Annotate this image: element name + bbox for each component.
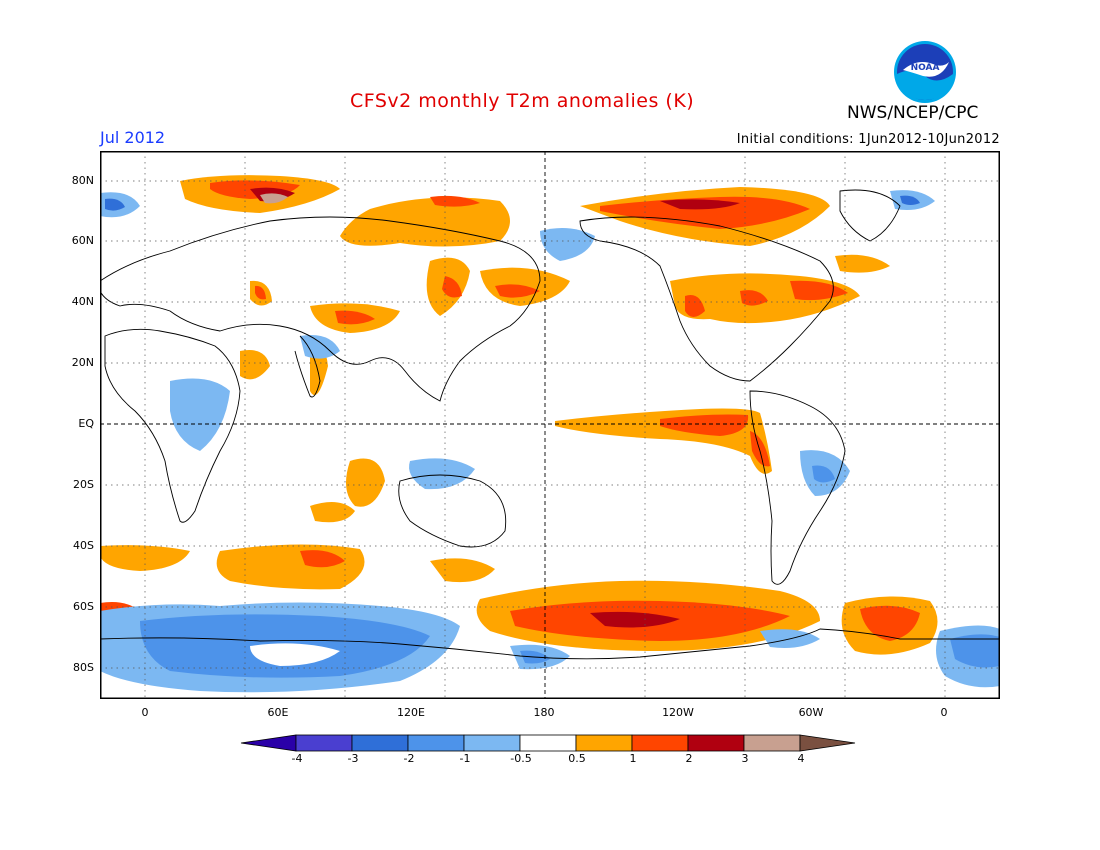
lon-label: 120W <box>662 706 694 719</box>
colorbar-segment <box>743 734 801 752</box>
lat-label: 60N <box>71 234 94 247</box>
colorbar-segment <box>519 734 577 752</box>
map-title: CFSv2 monthly T2m anomalies (K) <box>350 90 695 112</box>
negative-anomaly-areas <box>100 190 1000 693</box>
colorbar-segment <box>463 734 521 752</box>
lat-label: 20N <box>71 356 94 369</box>
lon-label: 180 <box>533 706 555 719</box>
colorbar-arrow-low <box>240 734 297 752</box>
colorbar-tick-label: 2 <box>685 752 693 765</box>
colorbar-segment <box>687 734 745 752</box>
colorbar-tick-label: -4 <box>291 752 303 765</box>
lat-label: 20S <box>73 478 94 491</box>
positive-anomaly-areas <box>100 175 938 655</box>
colorbar-segment <box>351 734 409 752</box>
colorbar-segment <box>295 734 353 752</box>
lon-label: 60E <box>267 706 289 719</box>
noaa-logo: NOAA <box>894 41 956 103</box>
anomaly-map <box>100 151 1000 699</box>
colorbar-arrow-high <box>799 734 856 752</box>
lat-label: EQ <box>78 417 94 430</box>
lon-label: 0 <box>141 706 149 719</box>
lat-label: 80N <box>71 174 94 187</box>
map-border <box>100 151 1000 699</box>
lat-label: 40S <box>73 539 94 552</box>
colorbar-tick-label: -2 <box>403 752 415 765</box>
colorbar-tick-label: -3 <box>347 752 359 765</box>
lon-label: 0 <box>940 706 948 719</box>
colorbar <box>240 734 856 752</box>
agency-label: NWS/NCEP/CPC <box>847 103 979 123</box>
colorbar-segment <box>575 734 633 752</box>
lat-label: 40N <box>71 295 94 308</box>
graticule <box>100 151 1000 699</box>
colorbar-tick-label: 0.5 <box>568 752 586 765</box>
lat-label: 60S <box>73 600 94 613</box>
colorbar-tick-label: 4 <box>797 752 805 765</box>
svg-text:NOAA: NOAA <box>911 63 940 73</box>
forecast-month: Jul 2012 <box>100 128 166 147</box>
reference-lines <box>100 151 1000 699</box>
lat-label: 80S <box>73 661 94 674</box>
coastlines <box>100 189 1000 660</box>
colorbar-tick-label: -1 <box>459 752 471 765</box>
colorbar-tick-label: 3 <box>741 752 749 765</box>
colorbar-segment <box>407 734 465 752</box>
colorbar-tick-label: -0.5 <box>510 752 532 765</box>
colorbar-tick-label: 1 <box>629 752 637 765</box>
colorbar-segment <box>631 734 689 752</box>
lon-label: 60W <box>798 706 824 719</box>
initial-conditions: Initial conditions: 1Jun2012-10Jun2012 <box>736 132 1000 147</box>
lon-label: 120E <box>397 706 425 719</box>
